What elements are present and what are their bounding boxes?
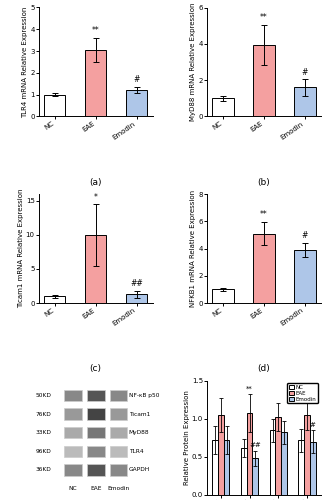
Bar (298, 440, 304, 495)
Y-axis label: MyD88 mRNA Relative Expression: MyD88 mRNA Relative Expression (190, 2, 196, 121)
Bar (64, 390, 82, 401)
Text: NC: NC (69, 486, 77, 491)
Text: (d): (d) (258, 364, 270, 373)
Y-axis label: Ticam1 mRNA Relative Expression: Ticam1 mRNA Relative Expression (17, 189, 24, 308)
Bar (64, 446, 82, 457)
Bar (87, 464, 105, 475)
Bar (44, 296, 65, 303)
Bar (110, 446, 127, 457)
Text: GAPDH: GAPDH (129, 468, 150, 472)
Legend: NC, EAE, Emodin: NC, EAE, Emodin (287, 384, 318, 404)
Bar (275, 417, 281, 495)
Text: #: # (302, 68, 308, 76)
Bar (85, 50, 106, 116)
Bar (212, 440, 218, 495)
Y-axis label: TLR4 mRNA Relative Expression: TLR4 mRNA Relative Expression (22, 6, 28, 117)
Text: NF-κB p50: NF-κB p50 (129, 393, 159, 398)
Bar (64, 427, 82, 438)
Bar (85, 235, 106, 303)
Bar (87, 446, 105, 457)
Bar (110, 390, 127, 401)
Bar (44, 94, 65, 116)
Bar (126, 294, 147, 303)
Bar (224, 440, 229, 495)
Bar (253, 44, 275, 117)
Text: (b): (b) (258, 178, 270, 186)
Text: ##: ## (249, 442, 261, 448)
Bar (212, 290, 234, 303)
Bar (247, 412, 252, 495)
Bar (252, 458, 258, 495)
Bar (310, 442, 316, 495)
Bar (110, 427, 127, 438)
Bar (64, 464, 82, 475)
Bar (270, 430, 275, 495)
Bar (110, 408, 127, 420)
Bar (212, 98, 234, 116)
Bar (87, 390, 105, 401)
Bar (218, 415, 224, 495)
Text: MyD88: MyD88 (129, 430, 149, 435)
Bar (281, 432, 287, 495)
Y-axis label: NFKB1 mRNA Relative Expression: NFKB1 mRNA Relative Expression (190, 190, 196, 307)
Text: (c): (c) (90, 364, 102, 373)
Text: EAE: EAE (90, 486, 101, 491)
Bar (64, 408, 82, 420)
Text: 96KD: 96KD (36, 448, 52, 454)
Y-axis label: Relative Protein Expression: Relative Protein Expression (184, 390, 190, 485)
Text: ##: ## (130, 279, 143, 288)
Bar (253, 234, 275, 303)
Bar (87, 408, 105, 420)
Text: Ticam1: Ticam1 (129, 412, 150, 416)
Text: 76KD: 76KD (36, 412, 52, 416)
Text: 33KD: 33KD (36, 430, 52, 435)
Text: **: ** (260, 210, 268, 219)
Text: *: * (94, 192, 98, 202)
Text: Emodin: Emodin (107, 486, 130, 491)
Text: **: ** (246, 386, 253, 392)
Bar (294, 250, 316, 303)
Bar (87, 427, 105, 438)
Text: #: # (310, 422, 316, 428)
Text: **: ** (92, 26, 99, 36)
Text: **: ** (260, 13, 268, 22)
Bar (241, 448, 247, 495)
Text: #: # (133, 75, 140, 84)
Text: #: # (302, 232, 308, 240)
Bar (126, 90, 147, 117)
Bar (110, 464, 127, 475)
Text: 36KD: 36KD (36, 468, 52, 472)
Bar (304, 415, 310, 495)
Text: (a): (a) (89, 178, 102, 186)
Text: TLR4: TLR4 (129, 448, 143, 454)
Text: 50KD: 50KD (36, 393, 52, 398)
Bar (294, 88, 316, 117)
